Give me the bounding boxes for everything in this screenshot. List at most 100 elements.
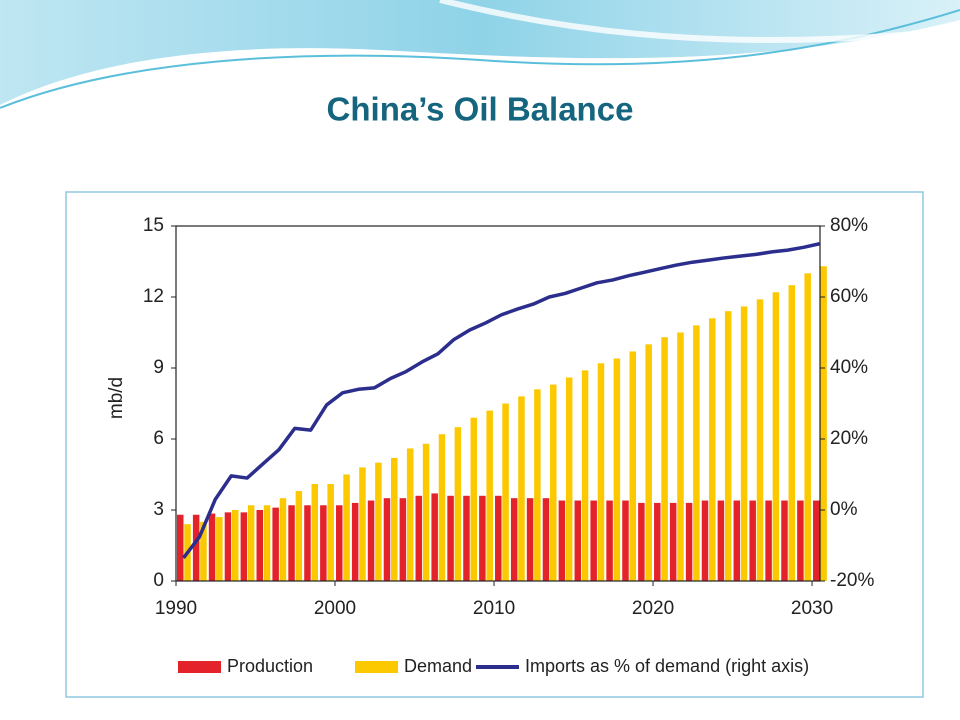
bar <box>661 337 668 581</box>
bar <box>526 498 534 581</box>
bar <box>438 434 446 581</box>
y2-tick-label: 20% <box>830 428 868 449</box>
bar <box>590 500 597 581</box>
bar <box>422 443 430 581</box>
bar <box>463 495 470 581</box>
bar <box>613 358 621 581</box>
bar <box>495 495 502 581</box>
bar <box>534 389 541 581</box>
bar <box>797 500 804 581</box>
bar <box>367 500 375 581</box>
wave-line <box>0 9 960 109</box>
y2-tick-label: 40% <box>830 357 868 378</box>
bar <box>263 505 271 581</box>
bar <box>447 495 454 581</box>
y-tick-label: 6 <box>153 428 164 449</box>
x-tick-label: 1990 <box>155 598 197 619</box>
y2-tick-label: 60% <box>830 286 868 307</box>
x-tick-label: 2000 <box>314 598 356 619</box>
bar <box>677 332 684 581</box>
bar <box>256 510 264 581</box>
bar <box>192 514 200 581</box>
bar <box>645 344 652 581</box>
bar <box>654 502 661 581</box>
bar <box>224 512 232 581</box>
bar <box>772 292 780 581</box>
bar <box>240 512 248 581</box>
legend-label: Demand <box>404 656 472 676</box>
y-axis-label: mb/d <box>106 377 127 419</box>
bar <box>733 500 741 581</box>
bar <box>518 396 525 581</box>
bar <box>638 502 645 581</box>
bar <box>295 491 303 581</box>
bar <box>272 507 279 581</box>
bar <box>550 384 557 581</box>
bar <box>813 500 820 581</box>
bar <box>359 467 366 581</box>
bar <box>622 500 629 581</box>
chart-frame <box>65 191 924 698</box>
wave-highlight <box>439 0 960 43</box>
bar <box>542 498 550 581</box>
bar <box>336 505 343 581</box>
x-tick-label: 2020 <box>632 598 674 619</box>
bar <box>304 505 311 581</box>
header-wave <box>0 0 960 105</box>
bar <box>177 514 184 581</box>
bar <box>709 318 716 581</box>
x-tick-label: 2010 <box>473 598 515 619</box>
bar <box>216 517 223 581</box>
bar <box>574 500 582 581</box>
plot-border <box>175 225 821 582</box>
chart-title: China’s Oil Balance <box>327 91 634 128</box>
bar <box>343 474 350 581</box>
bar <box>724 311 732 581</box>
legend-swatch <box>178 661 221 673</box>
bar <box>208 513 216 581</box>
y-tick-label: 15 <box>143 215 164 236</box>
bar <box>740 306 748 581</box>
bar <box>383 498 391 581</box>
bar <box>749 500 756 581</box>
bar <box>399 498 407 581</box>
bar <box>606 500 613 581</box>
bar <box>470 417 478 581</box>
bar <box>415 495 423 581</box>
y2-tick-label: 0% <box>830 499 858 520</box>
bar <box>565 377 573 581</box>
bar <box>247 505 255 581</box>
bar <box>200 521 207 581</box>
bar <box>232 510 239 581</box>
bar <box>717 500 725 581</box>
legend-swatch <box>355 661 398 673</box>
y-tick-label: 0 <box>153 570 164 591</box>
bar <box>597 363 605 581</box>
bar <box>804 273 811 581</box>
bar <box>320 505 327 581</box>
bar <box>581 370 589 581</box>
bar <box>479 495 486 581</box>
y2-tick-label: 80% <box>830 215 868 236</box>
y-tick-label: 3 <box>153 499 164 520</box>
bar <box>502 403 509 581</box>
bar <box>629 351 637 581</box>
legend-label: Production <box>227 656 313 676</box>
bar <box>311 483 319 581</box>
bar <box>765 500 772 581</box>
bar <box>781 500 788 581</box>
bar <box>693 325 700 581</box>
bar <box>820 266 827 581</box>
bar <box>756 299 764 581</box>
y-tick-label: 12 <box>143 286 164 307</box>
legend-label: Imports as % of demand (right axis) <box>525 656 809 676</box>
bar <box>701 500 709 581</box>
bar <box>510 498 518 581</box>
bar <box>327 483 334 581</box>
bar <box>375 462 382 581</box>
bar <box>669 502 677 581</box>
bar <box>351 502 359 581</box>
bar <box>288 505 295 581</box>
